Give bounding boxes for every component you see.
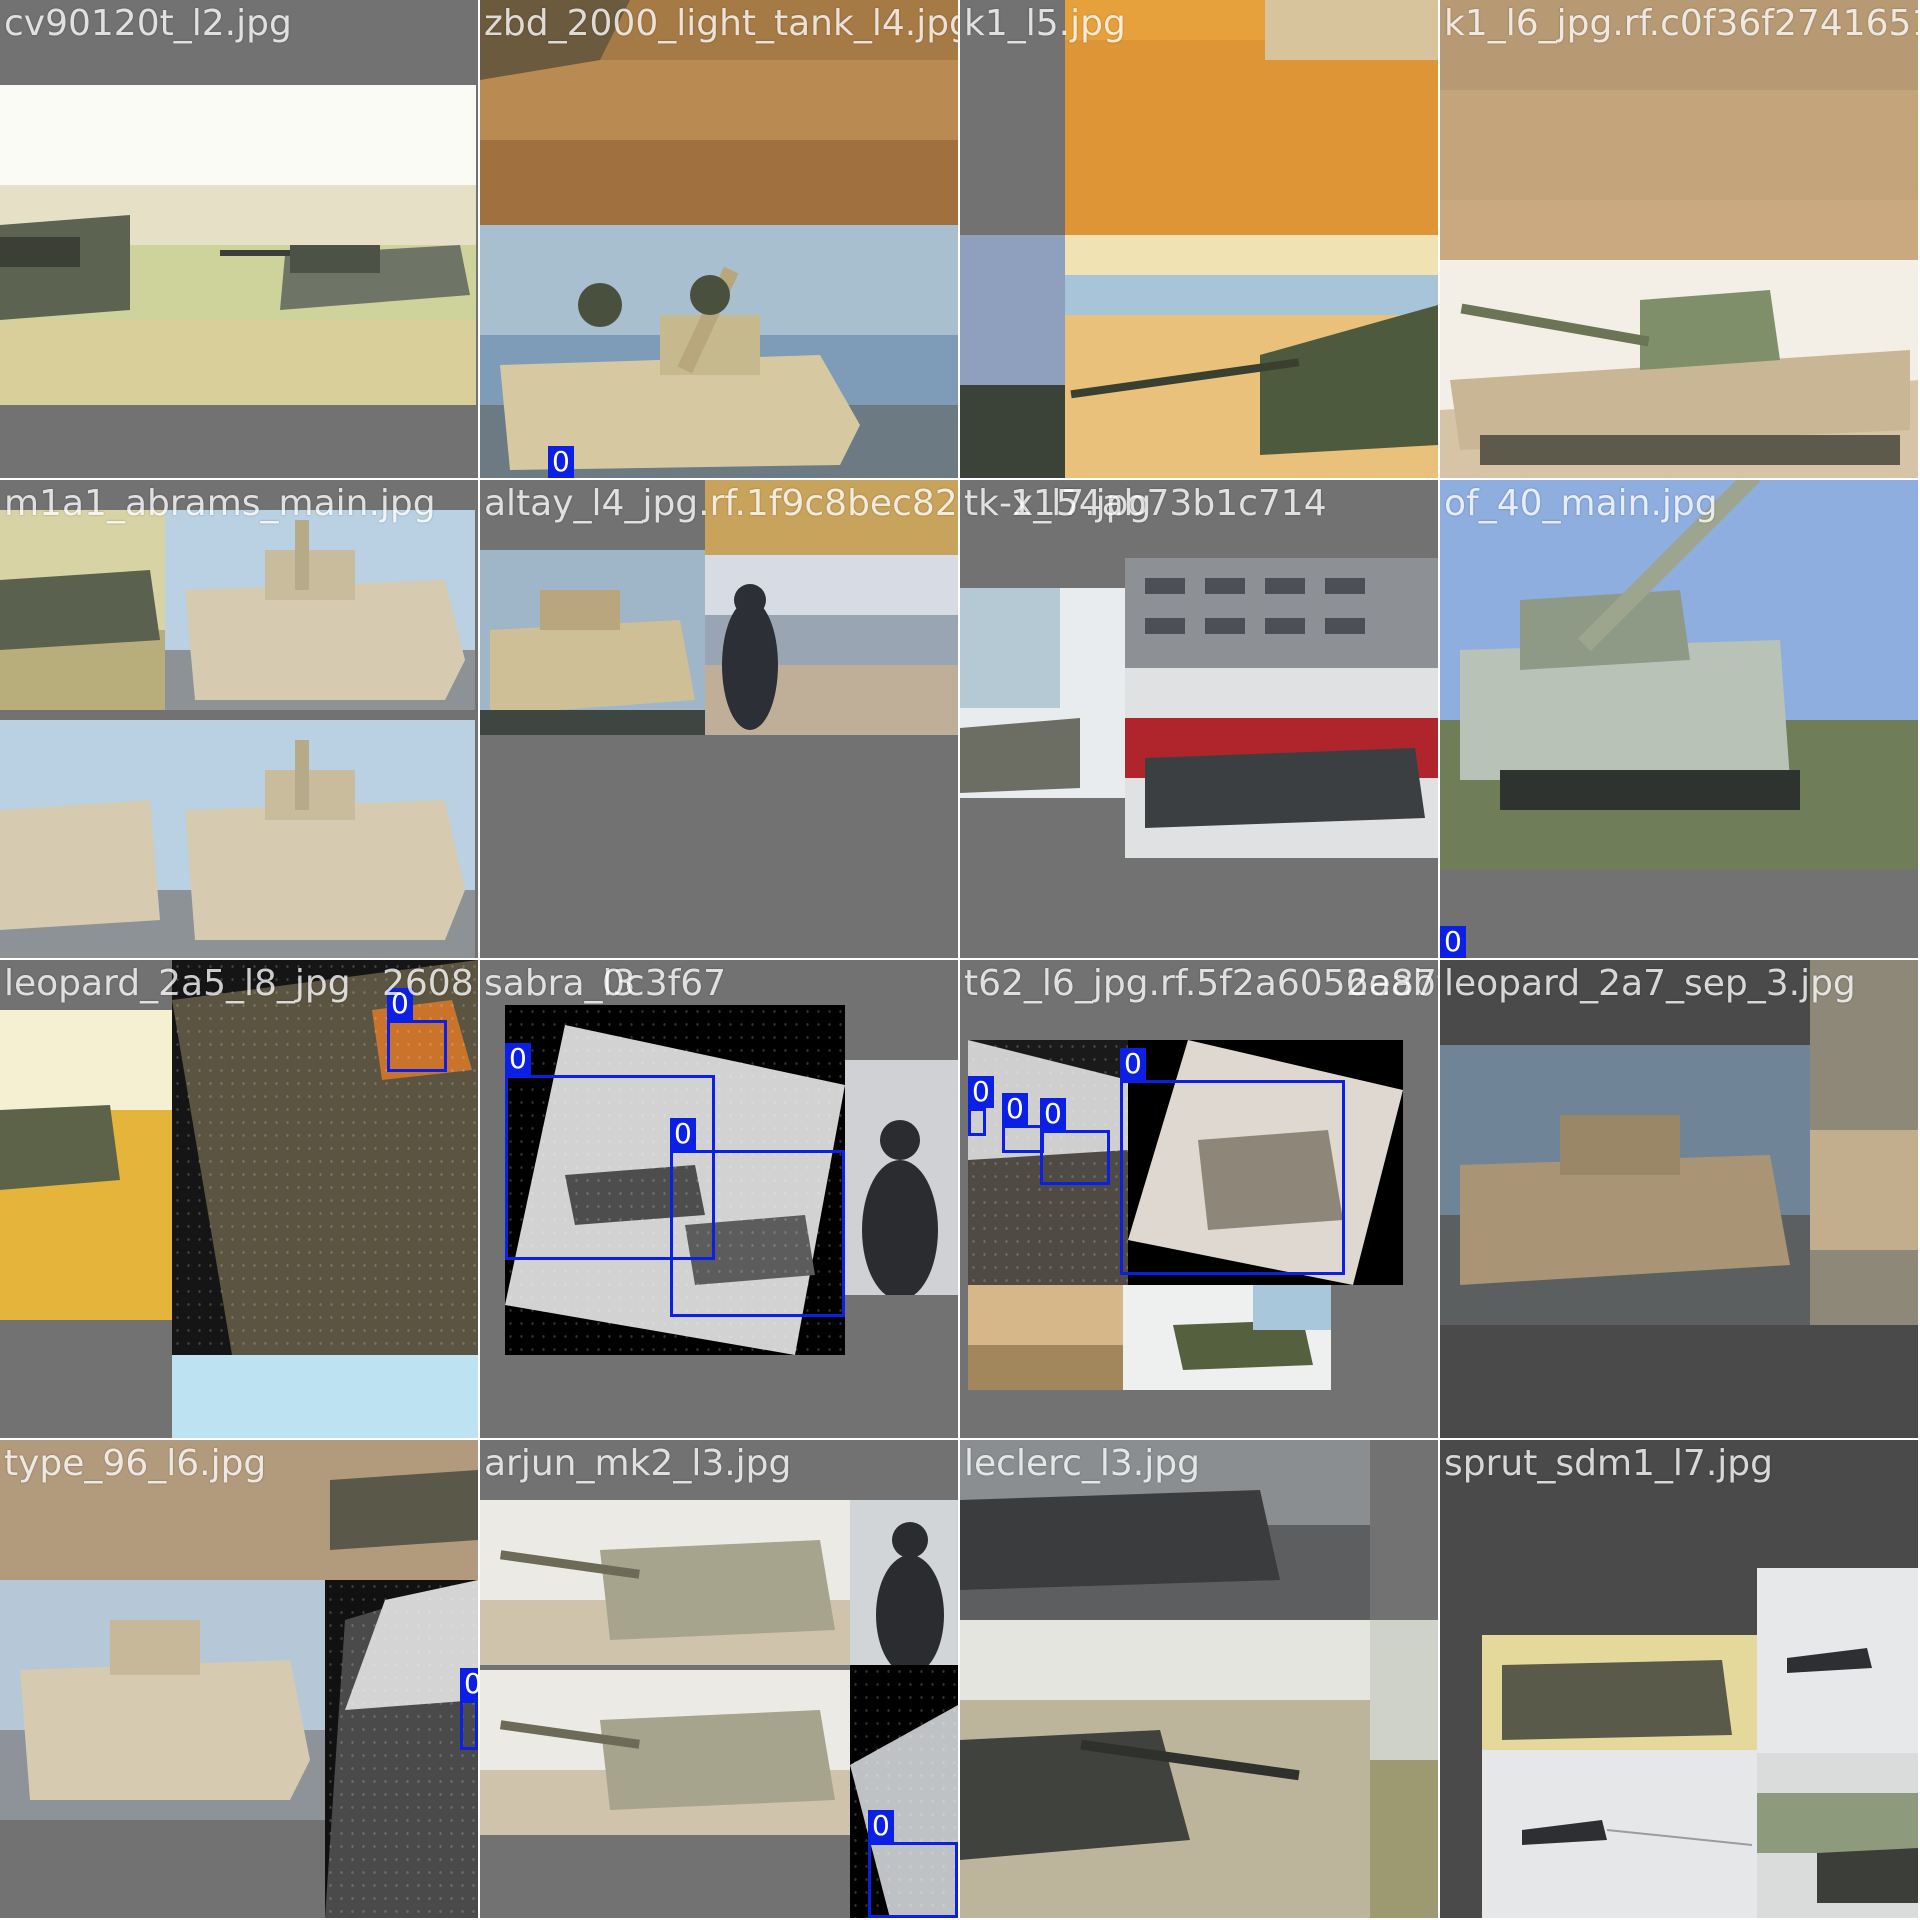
tile-filename: altay_l4_jpg.rf.1f9c8bec8218: [484, 483, 960, 524]
detection-box: 0: [505, 1043, 715, 1260]
tile-filename-overlap: 2608: [382, 963, 474, 1004]
mosaic-tile: altay_l4_jpg.rf.1f9c8bec8218: [480, 480, 960, 960]
tile-filename: of_40_main.jpg: [1444, 483, 1718, 524]
detection-class-label: 0: [460, 1668, 478, 1700]
tank-photo: [960, 1440, 1370, 1620]
tile-filename: leopard_2a5_l8_jpg: [4, 963, 351, 1004]
mosaic-tile: leopard_2a7_sep_3.jpg: [1440, 960, 1920, 1440]
detection-class-label: 0: [1040, 1098, 1066, 1130]
tank-photo: [1125, 558, 1438, 858]
tank-photo: [0, 1580, 325, 1820]
mosaic-tile: tk-x_l7.jpg 1154ab73b1c714: [960, 480, 1440, 960]
tank-photo: [960, 1620, 1370, 1918]
tank-photo: [1440, 480, 1918, 870]
detection-box: 0: [387, 988, 447, 1072]
detection-box: 0: [670, 1118, 845, 1317]
tank-photo: [1757, 1753, 1918, 1918]
detection-box: 0: [1440, 926, 1466, 958]
tile-filename: tk-x_l7.jpg: [964, 483, 1152, 524]
tank-photo: [1123, 1285, 1331, 1390]
dust-photo: [968, 1285, 1123, 1390]
mosaic-tile: 0 zbd_2000_light_tank_l4.jpg: [480, 0, 960, 480]
mosaic-tile: k1_l6_jpg.rf.c0f36f2741651d: [1440, 0, 1920, 480]
tile-filename: type_96_l6.jpg: [4, 1443, 267, 1484]
tile-filename-overlap: 1154ab73b1c714: [1010, 483, 1327, 524]
tile-filename-overlap: 0c3f67: [602, 963, 727, 1004]
tank-photo: [480, 1500, 850, 1665]
tile-filename: zbd_2000_light_tank_l4.jpg: [484, 3, 960, 44]
tank-photo: [0, 720, 165, 958]
grass-photo: [1370, 1620, 1438, 1918]
tank-photo: [960, 235, 1438, 478]
tank-photo: [1440, 260, 1918, 478]
mosaic-tile: leclerc_l3.jpg: [960, 1440, 1440, 1920]
detection-class-label: 0: [505, 1043, 531, 1075]
detection-class-label: 0: [968, 1076, 994, 1108]
tile-filename-overlap: 2a87f3ee83376: [1346, 963, 1438, 1004]
mosaic-tile: 0 0 0 0 t62_l6_jpg.rf.5f2a6056eabb9 2a87…: [960, 960, 1440, 1440]
sand-photo: [1440, 0, 1918, 260]
aircraft-photo: [1482, 1750, 1757, 1918]
tile-filename: leclerc_l3.jpg: [964, 1443, 1200, 1484]
map-photo: [960, 588, 1125, 798]
detection-class-label: 0: [387, 988, 413, 1020]
rotated-photo: [172, 960, 478, 1355]
detection-box: 0: [548, 446, 574, 478]
detection-class-label: 0: [670, 1118, 696, 1150]
rotated-tank-photo: [505, 1005, 845, 1355]
tank-photo: [1482, 1635, 1757, 1750]
detection-box: 0: [1120, 1048, 1345, 1275]
mosaic-tile: 0 type_96_l6.jpg: [0, 1440, 480, 1920]
dirt-photo: [0, 1440, 478, 1580]
silhouette-photo: [850, 1500, 958, 1665]
mosaic-tile: cv90120t_l2.jpg: [0, 0, 480, 480]
detection-box: 0: [1002, 1093, 1044, 1153]
detection-box: 0: [460, 1668, 478, 1750]
detection-class-label: 0: [1002, 1093, 1028, 1125]
dirt-photo: [480, 0, 958, 225]
mosaic-tile: k1_l5.jpg: [960, 0, 1440, 480]
tile-filename: m1a1_abrams_main.jpg: [4, 483, 436, 524]
tank-photo: [480, 550, 705, 735]
sand-strip-photo: [705, 480, 958, 555]
tank-photo: [1810, 960, 1918, 1325]
detection-box: 0: [968, 1076, 994, 1136]
field-photo: [0, 1010, 172, 1320]
tank-photo: [0, 85, 476, 405]
silhouette-photo: [845, 1060, 958, 1295]
detection-class-label: 0: [1120, 1048, 1146, 1080]
mosaic-tile: m1a1_abrams_main.jpg: [0, 480, 480, 960]
tile-filename: k1_l6_jpg.rf.c0f36f2741651d: [1444, 3, 1920, 44]
sky-photo: [172, 1355, 478, 1438]
mosaic-tile: sprut_sdm1_l7.jpg: [1440, 1440, 1920, 1920]
tank-photo: [480, 225, 958, 478]
field-photo: [0, 510, 165, 710]
sand-photo: [1065, 0, 1438, 235]
aircraft-photo: [1757, 1568, 1918, 1753]
detection-box: 0: [1040, 1098, 1110, 1185]
tile-filename: sabra_l3: [484, 963, 636, 1004]
mosaic-tile: 0 leopard_2a5_l8_jpg 2608: [0, 960, 480, 1440]
detection-box: 0: [868, 1810, 958, 1918]
mosaic-tile: 0 arjun_mk2_l3.jpg: [480, 1440, 960, 1920]
tank-photo: [165, 720, 475, 958]
tile-filename: cv90120t_l2.jpg: [4, 3, 292, 44]
beach-photo: [705, 555, 958, 735]
tank-photo: [480, 1670, 850, 1835]
rotated-photo: [325, 1580, 478, 1918]
tank-photo: [1440, 1045, 1810, 1325]
detection-class-label: 0: [548, 446, 574, 478]
detection-class-label: 0: [1440, 926, 1466, 958]
tile-filename: arjun_mk2_l3.jpg: [484, 1443, 792, 1484]
mosaic-tile: 0 0 sabra_l3 0c3f67: [480, 960, 960, 1440]
tile-filename: leopard_2a7_sep_3.jpg: [1444, 963, 1856, 1004]
detection-class-label: 0: [868, 1810, 894, 1842]
tile-filename: k1_l5.jpg: [964, 3, 1126, 44]
tank-photo: [165, 510, 475, 710]
tile-filename: sprut_sdm1_l7.jpg: [1444, 1443, 1773, 1484]
mosaic-tile: 0 of_40_main.jpg: [1440, 480, 1920, 960]
tile-filename: t62_l6_jpg.rf.5f2a6056eabb9: [964, 963, 1440, 1004]
